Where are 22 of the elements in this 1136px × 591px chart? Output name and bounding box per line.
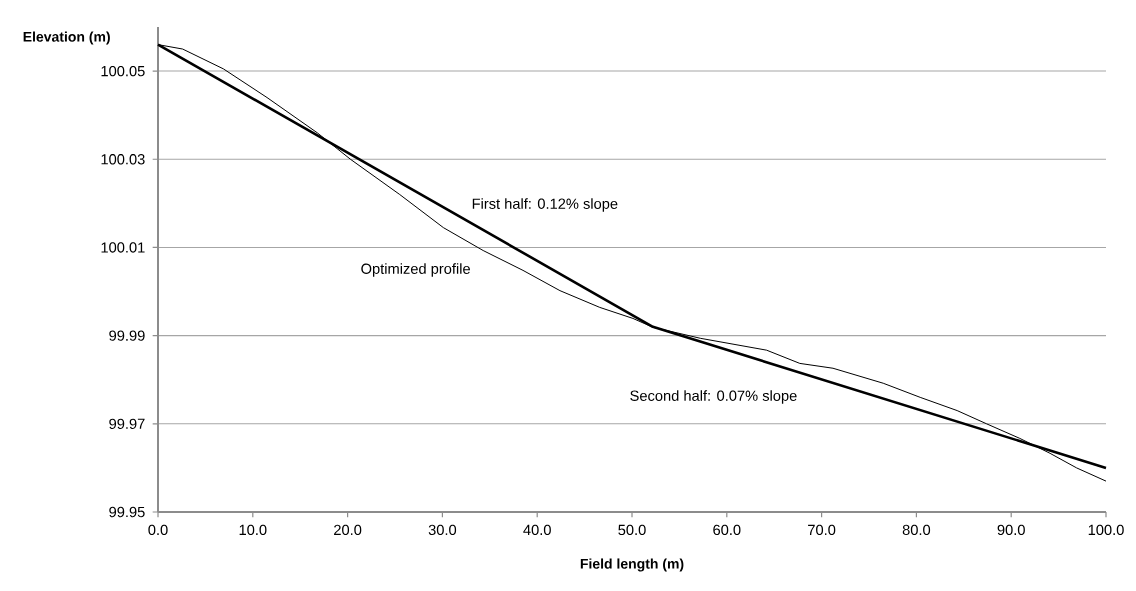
x-tick-label: 90.0 <box>997 524 1025 536</box>
y-tick-label: 100.01 <box>101 242 145 253</box>
x-axis-title: Field length (m) <box>580 558 684 572</box>
x-tick-label: 30.0 <box>428 524 457 536</box>
x-tick-label: 80.0 <box>902 524 931 536</box>
x-tick-label: 40.0 <box>523 524 551 536</box>
annotation: Optimized profile <box>361 263 470 277</box>
y-tick-label: 99.95 <box>109 506 145 518</box>
y-tick-label: 100.03 <box>101 154 145 165</box>
annotation: Second half: 0.07% slope <box>630 390 797 404</box>
y-tick-label: 99.97 <box>109 418 145 429</box>
x-tick-label: 10.0 <box>239 524 267 536</box>
x-tick-label: 50.0 <box>618 524 646 536</box>
y-axis-title: Elevation (m) <box>23 31 110 45</box>
x-tick-label: 60.0 <box>713 524 741 536</box>
y-tick-label: 99.99 <box>109 330 145 341</box>
x-tick-label: 20.0 <box>334 524 362 536</box>
annotation: First half: 0.12% slope <box>472 198 618 212</box>
y-tick-label: 100.05 <box>101 65 145 77</box>
x-tick-label: 70.0 <box>808 524 836 536</box>
x-tick-label: 100.0 <box>1088 524 1124 536</box>
x-tick-label: 0.0 <box>148 524 168 536</box>
